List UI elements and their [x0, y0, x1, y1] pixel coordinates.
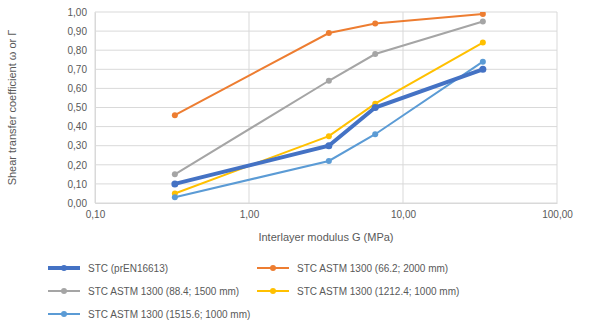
series-point: [325, 142, 332, 149]
y-grid-line: [95, 69, 557, 70]
y-grid-line: [95, 31, 557, 32]
legend-swatch: [48, 266, 80, 270]
tick-label: 0,80: [68, 45, 88, 56]
tick: 1,00: [240, 203, 260, 220]
series-point: [479, 66, 486, 73]
axis-line: [95, 13, 96, 204]
series-point: [480, 40, 486, 46]
legend-label: STC ASTM 1300 (1212.4; 1000 mm): [297, 286, 459, 297]
series-line: [175, 14, 483, 115]
tick-label: 0,20: [68, 160, 88, 171]
x-axis: 0,10 1,00 10,00 100,00: [86, 203, 573, 220]
legend-marker: [270, 288, 276, 294]
tick: 0,80: [68, 45, 95, 56]
series-point: [480, 12, 486, 17]
series-line: [175, 62, 483, 198]
series-point: [172, 194, 178, 200]
tick: 0,60: [68, 83, 95, 94]
series-point: [171, 180, 178, 187]
series-point: [172, 171, 178, 177]
tick-label: 0,00: [68, 198, 88, 209]
series-group: [171, 12, 486, 200]
tick-label: 0,30: [68, 140, 88, 151]
legend: STC (prEN16613) STC ASTM 1300 (66.2; 2000…: [48, 263, 459, 320]
y-grid-line: [95, 12, 557, 13]
series-point: [326, 133, 332, 139]
grid: [95, 12, 557, 203]
y-axis: 0,00 0,10 0,20 0,30 0,40 0,50 0,60 0,70 0,80 0,90…: [68, 7, 96, 209]
tick: 10,00: [391, 203, 416, 220]
tick-label: 0,90: [68, 26, 88, 37]
tick: 0,10: [68, 179, 95, 190]
tick-label: 0,10: [86, 209, 106, 220]
legend-label: STC ASTM 1300 (88.4; 1500 mm): [88, 286, 239, 297]
tick: 0,20: [68, 160, 95, 171]
tick-label: 0,60: [68, 83, 88, 94]
tick: 0,40: [68, 121, 95, 132]
tick-label: 0,10: [68, 179, 88, 190]
tick: 0,50: [68, 102, 95, 113]
series-point: [372, 104, 379, 111]
legend-item: STC (prEN16613): [48, 263, 168, 274]
tick: 0,30: [68, 140, 95, 151]
legend-item: STC ASTM 1300 (88.4; 1500 mm): [48, 286, 239, 297]
tick: 0,70: [68, 64, 95, 75]
x-grid-line: [403, 12, 404, 203]
legend-item: STC ASTM 1300 (1515.6; 1000 mm): [48, 309, 250, 320]
y-grid-line: [95, 88, 557, 89]
x-grid-line: [249, 12, 250, 203]
tick-label: 10,00: [391, 209, 416, 220]
legend-label: STC ASTM 1300 (1515.6; 1000 mm): [88, 309, 250, 320]
series-point: [480, 19, 486, 25]
series-point: [172, 112, 178, 118]
series-line: [175, 69, 483, 184]
y-grid-line: [95, 183, 557, 184]
x-grid-line: [557, 12, 558, 203]
tick-label: 1,00: [68, 7, 88, 18]
tick-label: 0,50: [68, 102, 88, 113]
legend-marker: [61, 288, 67, 294]
y-grid-line: [95, 107, 557, 108]
series-point: [480, 59, 486, 65]
tick-label: 100,00: [542, 209, 573, 220]
legend-item: STC ASTM 1300 (66.2; 2000 mm): [257, 263, 448, 274]
legend-marker: [61, 265, 67, 271]
series-point: [372, 20, 378, 26]
legend-label: STC ASTM 1300 (66.2; 2000 mm): [297, 263, 448, 274]
tick-label: 1,00: [240, 209, 260, 220]
tick: 0,00: [68, 198, 95, 209]
x-axis-title: Interlayer modulus G (MPa): [258, 231, 393, 243]
series-point: [372, 51, 378, 57]
series-point: [372, 131, 378, 137]
axis-line: [96, 203, 558, 204]
series-point: [326, 78, 332, 84]
chart: 0,101,0010,00100,000,000,100,200,300,400…: [0, 0, 600, 328]
series-point: [326, 30, 332, 36]
y-grid-line: [95, 203, 557, 204]
series-point: [326, 158, 332, 164]
series-line: [175, 43, 483, 194]
y-grid-line: [95, 50, 557, 51]
tick: 0,10: [86, 203, 106, 220]
tick: 0,90: [68, 26, 95, 37]
legend-marker: [270, 265, 276, 271]
legend-item: STC ASTM 1300 (1212.4; 1000 mm): [257, 286, 459, 297]
series-line: [175, 22, 483, 175]
plot: 0,101,0010,00100,000,000,100,200,300,400…: [68, 7, 574, 220]
tick: 100,00: [542, 203, 573, 220]
tick: 1,00: [68, 7, 95, 18]
legend-marker: [61, 311, 67, 317]
y-axis-title: Shear transfer coefficient ω or Γ: [6, 30, 18, 186]
y-grid-line: [95, 164, 557, 165]
tick-label: 0,70: [68, 64, 88, 75]
legend-label: STC (prEN16613): [88, 263, 168, 274]
tick-label: 0,40: [68, 121, 88, 132]
x-grid-line: [95, 12, 96, 203]
y-grid-line: [95, 126, 557, 127]
